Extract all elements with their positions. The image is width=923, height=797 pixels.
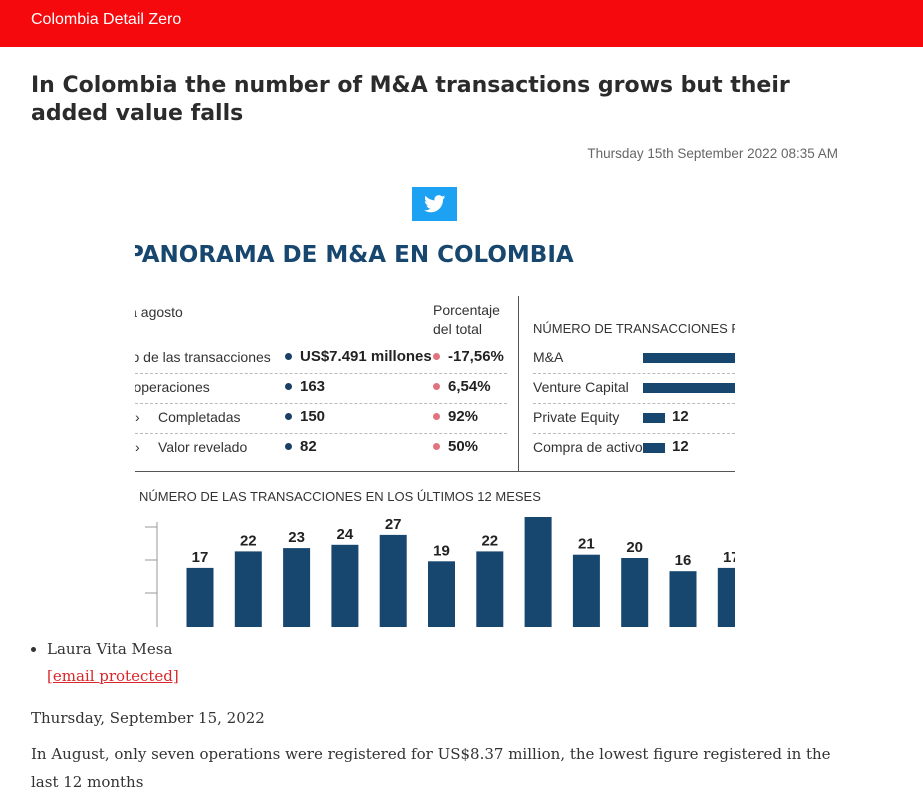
section-divider (135, 471, 735, 472)
type-label: M&A (533, 349, 564, 365)
row-value: 82 (285, 438, 317, 455)
bullet-dot (285, 442, 292, 450)
chart-data-label: 24 (337, 526, 354, 543)
row-divider (135, 433, 507, 434)
author-email-link[interactable]: [email protected] (47, 667, 179, 685)
author-item: Laura Vita Mesa [email protected] (31, 636, 179, 690)
chart-bar (524, 517, 552, 627)
type-value: 12 (672, 408, 689, 425)
bar-chart: 172223242719224121201617 (145, 517, 735, 627)
row-label: N.º de operaciones (135, 379, 210, 395)
row-pct: -17,56% (433, 348, 504, 365)
chart-bar (669, 571, 697, 627)
top-bar: Colombia Detail Zero (0, 0, 923, 47)
type-divider (533, 433, 735, 434)
row-pct: 92% (433, 408, 478, 425)
chart-bar (428, 561, 455, 627)
pct-header-line2: del total (433, 321, 483, 337)
type-label: Venture Capital (533, 379, 629, 395)
chart-data-label: 19 (433, 542, 450, 559)
type-divider (533, 373, 735, 374)
chart-data-label: 22 (240, 532, 257, 549)
chart-bar (283, 548, 311, 627)
chart-bar (186, 567, 214, 627)
row-label: Pagado de las transacciones (135, 349, 271, 365)
site-name[interactable]: Colombia Detail Zero (31, 11, 182, 28)
row-value: 163 (285, 378, 325, 395)
type-label: Compra de activos (533, 439, 650, 455)
article-timestamp: Thursday 15th September 2022 08:35 AM (587, 146, 838, 161)
chart-data-label: 22 (481, 532, 498, 549)
chart-bar (476, 551, 504, 627)
row-label: Valor revelado (158, 439, 248, 455)
pct-dot (433, 412, 440, 420)
pct-dot (433, 382, 440, 390)
author-name: Laura Vita Mesa (47, 640, 173, 658)
row-arrow: › (135, 409, 140, 425)
row-value: 150 (285, 408, 325, 425)
chart-data-label: 21 (578, 536, 595, 553)
infographic-title: PANORAMA DE M&A EN COLOMBIA (135, 242, 574, 268)
publish-date: Thursday, September 15, 2022 (31, 709, 265, 727)
chart-data-label: 17 (192, 549, 209, 566)
bullet-dot (285, 412, 292, 420)
period-label: Corte a agosto (135, 304, 183, 320)
chart-data-label: 20 (626, 539, 643, 556)
chart-data-label: 17 (723, 549, 735, 566)
chart-bar (621, 558, 649, 627)
chart-bar (331, 544, 359, 627)
row-value: US$7.491 millones (285, 348, 432, 365)
row-pct: 50% (433, 438, 478, 455)
type-bar (643, 383, 735, 393)
row-label: Completadas (158, 409, 241, 425)
chart-data-label: 16 (675, 552, 692, 569)
chart-bar (234, 551, 262, 627)
row-arrow: › (135, 439, 140, 455)
type-bar (643, 443, 665, 453)
type-divider (533, 403, 735, 404)
pct-dot (433, 442, 440, 450)
bullet-dot (285, 352, 292, 360)
row-divider (135, 403, 507, 404)
row-pct: 6,54% (433, 378, 491, 395)
row-divider (135, 373, 507, 374)
author-list: Laura Vita Mesa [email protected] (31, 636, 179, 690)
type-value: 12 (672, 438, 689, 455)
chart-data-label: 23 (288, 529, 305, 546)
type-bar (643, 353, 735, 363)
bullet-dot (285, 382, 292, 390)
column-divider (518, 296, 519, 471)
chart-bar (717, 567, 735, 627)
pct-dot (433, 352, 440, 360)
twitter-share-button[interactable] (412, 187, 457, 221)
y-axis (145, 522, 158, 627)
list-bullet (31, 647, 36, 652)
chart-bar (572, 554, 600, 627)
pct-header-line1: Porcentaje (433, 302, 500, 318)
right-header: NÚMERO DE TRANSACCIONES POR TIPO (533, 321, 735, 336)
article-lead: In August, only seven operations were re… (31, 745, 831, 791)
type-label: Private Equity (533, 409, 620, 425)
chart-title: NÚMERO DE LAS TRANSACCIONES EN LOS ÚLTIM… (139, 489, 541, 504)
infographic-image: PANORAMA DE M&A EN COLOMBIA Corte a agos… (135, 232, 735, 627)
type-bar (643, 413, 665, 423)
chart-data-label: 27 (385, 517, 402, 533)
article-title: In Colombia the number of M&A transactio… (31, 73, 790, 126)
twitter-icon (423, 195, 445, 213)
chart-bar (379, 534, 407, 627)
